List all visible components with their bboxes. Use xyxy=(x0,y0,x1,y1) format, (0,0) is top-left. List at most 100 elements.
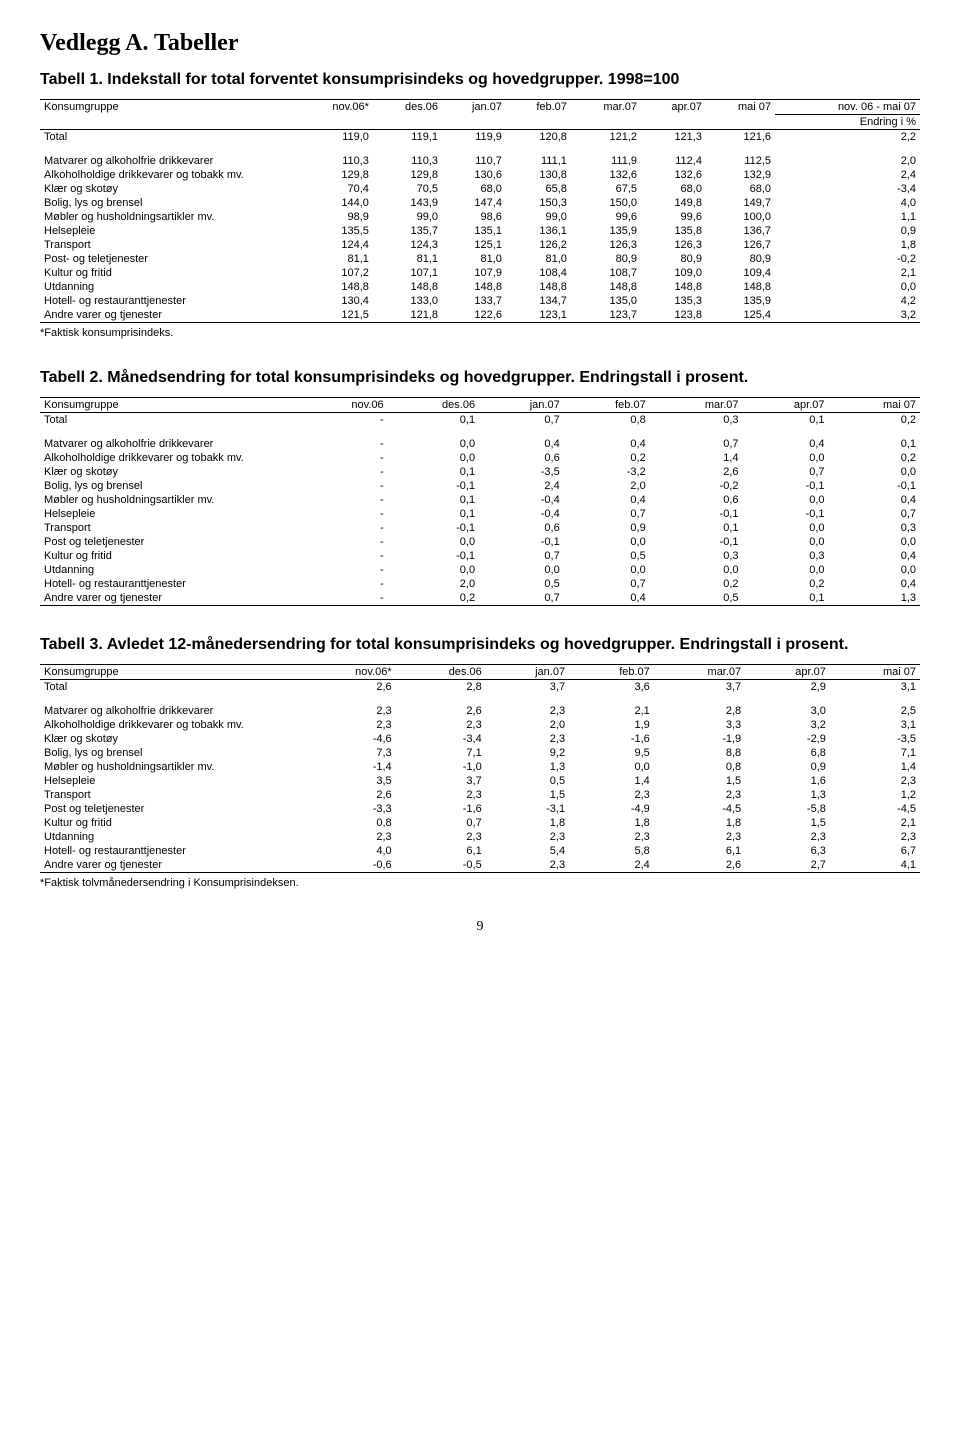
cell: 3,2 xyxy=(775,308,920,323)
cell: 0,4 xyxy=(564,493,650,507)
cell: 0,7 xyxy=(479,413,564,437)
cell: 0,5 xyxy=(564,549,650,563)
row-label: Bolig, lys og brensel xyxy=(40,196,298,210)
cell: 2,3 xyxy=(396,788,486,802)
table1-title: Tabell 1. Indekstall for total forventet… xyxy=(40,71,920,89)
table-row: Post og teletjenester-0,0-0,10,0-0,10,00… xyxy=(40,535,920,549)
row-label: Total xyxy=(40,130,298,154)
cell: 1,4 xyxy=(830,760,920,774)
cell: 0,0 xyxy=(743,493,829,507)
row-label: Hotell- og restauranttjenester xyxy=(40,844,298,858)
cell: 2,3 xyxy=(486,732,569,746)
cell: 80,9 xyxy=(641,252,706,266)
cell: -4,9 xyxy=(569,802,654,816)
row-label: Matvarer og alkoholfrie drikkevarer xyxy=(40,436,298,451)
cell: 70,5 xyxy=(373,182,442,196)
cell: 2,3 xyxy=(654,788,745,802)
cell: 3,6 xyxy=(569,680,654,704)
cell: 1,2 xyxy=(830,788,920,802)
table2-col-2: jan.07 xyxy=(479,398,564,413)
cell: 3,7 xyxy=(654,680,745,704)
cell: 0,2 xyxy=(650,577,743,591)
row-label: Alkoholholdige drikkevarer og tobakk mv. xyxy=(40,168,298,182)
cell: 0,0 xyxy=(569,760,654,774)
cell: 3,7 xyxy=(486,680,569,704)
cell: 3,2 xyxy=(745,718,830,732)
cell: 9,5 xyxy=(569,746,654,760)
cell: -3,5 xyxy=(830,732,920,746)
cell: 80,9 xyxy=(706,252,775,266)
cell: 2,3 xyxy=(830,774,920,788)
row-label: Alkoholholdige drikkevarer og tobakk mv. xyxy=(40,718,298,732)
cell: 135,3 xyxy=(641,294,706,308)
cell: 129,8 xyxy=(373,168,442,182)
cell: 2,3 xyxy=(569,788,654,802)
cell: 0,8 xyxy=(564,413,650,437)
cell: 2,3 xyxy=(654,830,745,844)
table1-col-1: des.06 xyxy=(373,100,442,130)
cell: 148,8 xyxy=(442,280,506,294)
row-label: Post og teletjenester xyxy=(40,535,298,549)
row-label: Møbler og husholdningsartikler mv. xyxy=(40,493,298,507)
cell: 0,7 xyxy=(650,436,743,451)
row-label: Matvarer og alkoholfrie drikkevarer xyxy=(40,153,298,168)
cell: 132,6 xyxy=(571,168,641,182)
cell: 0,3 xyxy=(650,413,743,437)
cell: 0,0 xyxy=(388,451,479,465)
cell: 70,4 xyxy=(298,182,373,196)
cell: 126,3 xyxy=(641,238,706,252)
row-label: Total xyxy=(40,680,298,704)
cell: 132,6 xyxy=(641,168,706,182)
cell: 0,7 xyxy=(743,465,829,479)
cell: 126,3 xyxy=(571,238,641,252)
row-label: Bolig, lys og brensel xyxy=(40,746,298,760)
cell: 100,0 xyxy=(706,210,775,224)
table-row: Bolig, lys og brensel--0,12,42,0-0,2-0,1… xyxy=(40,479,920,493)
cell: 0,4 xyxy=(479,436,564,451)
cell: 0,0 xyxy=(743,451,829,465)
cell: 99,0 xyxy=(373,210,442,224)
cell: 0,0 xyxy=(829,535,921,549)
cell: 126,2 xyxy=(506,238,571,252)
cell: 0,3 xyxy=(650,549,743,563)
table1-col-3: feb.07 xyxy=(506,100,571,130)
table-row: Total119,0119,1119,9120,8121,2121,3121,6… xyxy=(40,130,920,154)
cell: 0,2 xyxy=(388,591,479,606)
cell: 0,1 xyxy=(388,493,479,507)
table-row: Transport--0,10,60,90,10,00,3 xyxy=(40,521,920,535)
cell: 107,1 xyxy=(373,266,442,280)
cell: 4,0 xyxy=(298,844,396,858)
cell: -0,1 xyxy=(743,507,829,521)
cell: -4,5 xyxy=(654,802,745,816)
table3-col-5: apr.07 xyxy=(745,665,830,680)
cell: 2,3 xyxy=(569,830,654,844)
cell: 135,7 xyxy=(373,224,442,238)
cell: 109,0 xyxy=(641,266,706,280)
cell: 2,9 xyxy=(745,680,830,704)
cell: 7,3 xyxy=(298,746,396,760)
table-row: Helsepleie3,53,70,51,41,51,62,3 xyxy=(40,774,920,788)
table-row: Utdanning-0,00,00,00,00,00,0 xyxy=(40,563,920,577)
cell: 3,5 xyxy=(298,774,396,788)
cell: 81,0 xyxy=(506,252,571,266)
table-row: Total-0,10,70,80,30,10,2 xyxy=(40,413,920,437)
cell: 98,6 xyxy=(442,210,506,224)
cell: 119,0 xyxy=(298,130,373,154)
cell: 0,9 xyxy=(775,224,920,238)
cell: -1,6 xyxy=(396,802,486,816)
table3-col-4: mar.07 xyxy=(654,665,745,680)
cell: -1,9 xyxy=(654,732,745,746)
cell: -5,8 xyxy=(745,802,830,816)
cell: 136,1 xyxy=(506,224,571,238)
cell: 2,8 xyxy=(654,703,745,718)
cell: 125,1 xyxy=(442,238,506,252)
row-label: Hotell- og restauranttjenester xyxy=(40,294,298,308)
cell: 2,7 xyxy=(745,858,830,873)
cell: 2,0 xyxy=(564,479,650,493)
cell: -4,6 xyxy=(298,732,396,746)
cell: 0,0 xyxy=(743,535,829,549)
table1-col-konsumgruppe: Konsumgruppe xyxy=(40,100,298,130)
cell: -0,1 xyxy=(829,479,921,493)
table3-col-0: nov.06* xyxy=(298,665,396,680)
cell: 2,1 xyxy=(569,703,654,718)
